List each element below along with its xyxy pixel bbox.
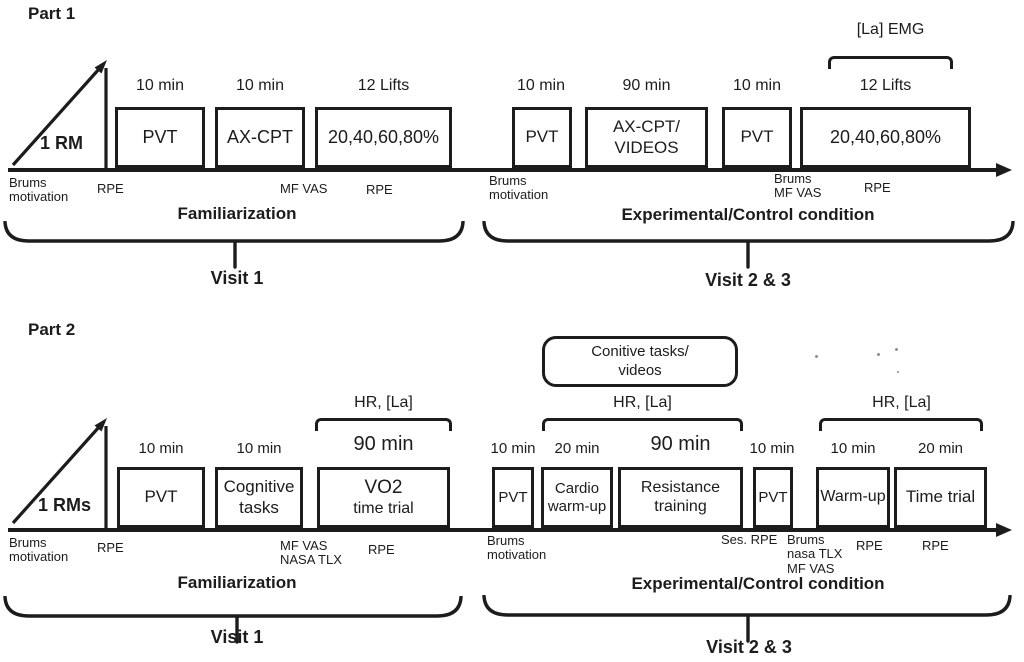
brace-icon xyxy=(482,221,1015,269)
milestone-label: Brums MF VAS xyxy=(774,171,822,201)
milestone-label: RPE xyxy=(922,538,949,553)
duration-label: 90 min xyxy=(650,433,711,455)
duration-label: 10 min xyxy=(490,440,536,457)
task-box-cognitive: Cognitive tasks xyxy=(215,467,303,528)
duration-label: 90 min xyxy=(622,77,671,94)
duration-label: 10 min xyxy=(236,440,282,457)
task-box-vo2: VO2 time trial xyxy=(317,467,450,528)
task-box-lifts: 20,40,60,80% xyxy=(315,107,452,168)
ramp-arrow-icon xyxy=(11,418,108,530)
hr-la-label: HR, [La] xyxy=(354,394,413,411)
phase-familiarization-label: Familiarization xyxy=(177,573,297,592)
part2-timeline-axis xyxy=(8,528,998,532)
scan-artifact-dot xyxy=(815,355,818,358)
milestone-label: Brums motivation xyxy=(9,535,69,565)
duration-label: 10 min xyxy=(138,440,184,457)
scan-artifact-dot xyxy=(897,371,899,373)
milestone-label: Brums motivation xyxy=(487,533,547,563)
duration-label: 10 min xyxy=(830,440,876,457)
task-box-warmup: Warm-up xyxy=(816,467,890,528)
scan-artifact-dot xyxy=(877,353,880,356)
duration-label: 90 min xyxy=(353,433,414,455)
la-emg-label: [La] EMG xyxy=(856,21,925,38)
part2-timeline-arrowhead-icon xyxy=(996,523,1012,537)
milestone-label: RPE xyxy=(97,181,124,196)
phase-familiarization-label: Familiarization xyxy=(177,204,297,223)
duration-label: 10 min xyxy=(749,440,795,457)
part1-title: Part 1 xyxy=(28,4,76,23)
duration-label: 10 min xyxy=(135,77,185,94)
milestone-label: Brums motivation xyxy=(9,175,69,205)
phase-experimental-label: Experimental/Control condition xyxy=(621,205,875,224)
task-box-pvt: PVT xyxy=(117,467,205,528)
measurement-bracket xyxy=(828,56,953,69)
milestone-label: RPE xyxy=(366,182,393,197)
vo2-label: VO2 xyxy=(364,476,403,498)
measurement-bracket xyxy=(542,418,743,431)
brace-icon xyxy=(3,596,463,644)
duration-label: 20 min xyxy=(554,440,600,457)
measurement-bracket xyxy=(315,418,452,431)
task-box-resistance: Resistance training xyxy=(618,467,743,528)
milestone-label: RPE xyxy=(97,540,124,555)
task-box-pvt: PVT xyxy=(722,107,792,168)
task-box-pvt: PVT xyxy=(753,467,793,528)
brace-icon xyxy=(482,595,1012,643)
brace-icon xyxy=(3,221,465,269)
duration-label: 20 min xyxy=(917,440,964,457)
part2-ramp-label: 1 RMs xyxy=(38,495,92,515)
duration-label: 10 min xyxy=(732,77,782,94)
task-box-pvt: PVT xyxy=(115,107,205,168)
visit1-label: Visit 1 xyxy=(210,627,264,647)
duration-label: 12 Lifts xyxy=(859,77,912,94)
task-box-pvt: PVT xyxy=(512,107,572,168)
milestone-label: RPE xyxy=(864,180,891,195)
task-box-timetrial: Time trial xyxy=(894,467,987,528)
task-box-axcpt-videos: AX-CPT/ VIDEOS xyxy=(585,107,708,168)
task-box-cardio: Cardio warm-up xyxy=(541,467,613,528)
milestone-label: RPE xyxy=(368,542,395,557)
milestone-label: RPE xyxy=(856,538,883,553)
milestone-label: MF VAS xyxy=(280,181,328,196)
part1-ramp-label: 1 RM xyxy=(40,133,84,153)
time-trial-sub-label: time trial xyxy=(353,499,414,517)
visit1-label: Visit 1 xyxy=(210,268,264,288)
milestone-label: MF VAS NASA TLX xyxy=(280,538,342,568)
phase-experimental-label: Experimental/Control condition xyxy=(631,574,885,593)
duration-label: 10 min xyxy=(516,77,566,94)
hr-la-label: HR, [La] xyxy=(872,394,931,411)
duration-label: 12 Lifts xyxy=(357,77,410,94)
scan-artifact-dot xyxy=(895,348,898,351)
task-box-axcpt: AX-CPT xyxy=(215,107,305,168)
milestone-label: Brums nasa TLX MF VAS xyxy=(787,532,843,576)
task-box-pvt: PVT xyxy=(492,467,534,528)
part2-title: Part 2 xyxy=(28,320,76,339)
duration-label: 10 min xyxy=(235,77,285,94)
visit23-label: Visit 2 & 3 xyxy=(705,270,791,290)
milestone-label: Ses. RPE xyxy=(721,532,778,547)
milestone-label: Brums motivation xyxy=(489,173,549,203)
cognitive-videos-box: Conitive tasks/ videos xyxy=(542,336,738,387)
ramp-arrow-icon xyxy=(11,60,108,172)
visit23-label: Visit 2 & 3 xyxy=(706,637,792,657)
task-box-lifts: 20,40,60,80% xyxy=(800,107,971,168)
measurement-bracket xyxy=(819,418,983,431)
part1-timeline-axis xyxy=(8,168,998,172)
part1-timeline-arrowhead-icon xyxy=(996,163,1012,177)
hr-la-label: HR, [La] xyxy=(613,394,672,411)
